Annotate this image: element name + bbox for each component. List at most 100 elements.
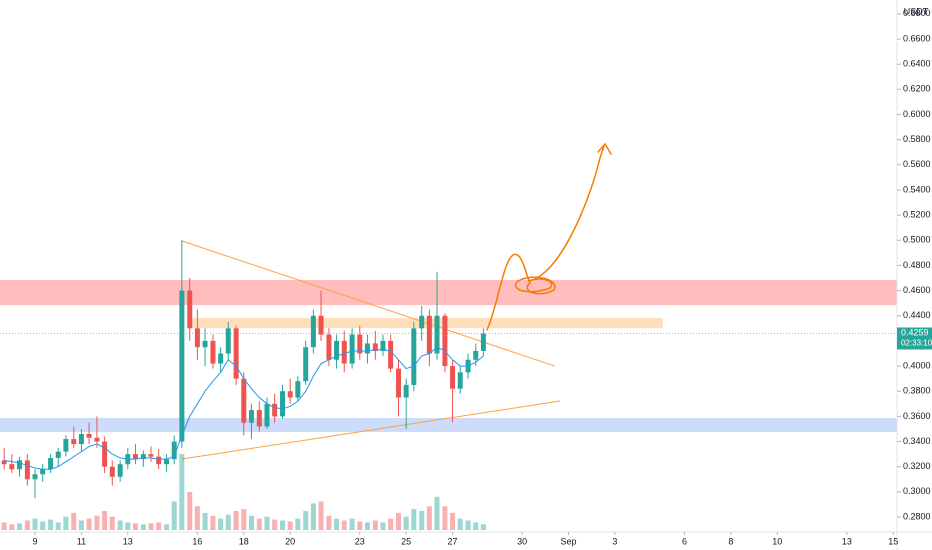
volume-bar [287,521,293,530]
volume-bar [349,518,355,530]
candle-body [280,391,286,417]
volume-bar [171,501,177,530]
volume-bar [40,521,46,530]
volume-bar [256,518,262,530]
y-tick-label: 0.3200 [903,461,931,471]
candle-body [71,439,77,445]
candle-body [55,451,61,458]
volume-bar [48,519,54,530]
volume-bar [380,522,386,530]
volume-bar [465,520,471,530]
x-tick-label: 13 [842,536,852,546]
candle-body [411,328,417,385]
candle-body [372,343,378,351]
candle-body [473,350,479,360]
volume-bar [318,501,324,530]
volume-bar [218,518,224,530]
price-zone [0,280,897,306]
volume-bar [86,518,92,530]
candle-body [48,457,54,470]
candle-body [264,403,270,427]
volume-bar [403,516,409,530]
candle-body [380,340,386,351]
volume-bar [202,512,208,530]
volume-bar [310,503,316,530]
volume-bar [1,522,7,530]
volume-bar [480,524,486,530]
y-tick-label: 0.5200 [903,209,931,219]
candle-body [419,315,425,329]
x-tick-label: 30 [517,536,527,546]
candle-body [241,378,247,423]
volume-bar [194,506,200,530]
y-tick-label: 0.5800 [903,134,931,144]
x-tick-label: 23 [355,536,365,546]
candle-body [403,384,409,398]
candle-body [334,340,340,360]
volume-bar [372,520,378,530]
candle-body [272,403,278,417]
trendline [182,400,561,460]
volume-bar [187,492,193,530]
candle-body [349,334,355,364]
volume-bar [233,511,239,530]
x-tick-label: 18 [239,536,249,546]
x-tick-label: 8 [728,536,733,546]
candle-body [396,368,402,398]
candle-body [364,343,370,354]
candle-body [256,410,262,427]
x-tick-label: 16 [192,536,202,546]
volume-bar [156,522,162,530]
candle-body [148,454,154,457]
volume-bar [442,506,448,530]
y-tick-label: 0.4800 [903,260,931,270]
y-tick-label: 0.3600 [903,411,931,421]
candle-body [218,353,224,364]
candle-body [480,333,486,351]
volume-bar [280,520,286,530]
candle-body [194,328,200,348]
volume-bar [450,512,456,530]
candle-body [225,328,231,354]
volume-bar [117,520,123,530]
y-tick-label: 0.6000 [903,109,931,119]
candle-body [24,460,30,480]
volume-bar [94,515,100,530]
candle-body [16,460,22,470]
candle-body [32,474,38,480]
y-tick-label: 0.6200 [903,84,931,94]
volume-bar [109,516,115,530]
y-tick-label: 0.4000 [903,360,931,370]
volume-bar [71,512,77,530]
volume-bar [102,511,108,530]
y-tick-label: 0.3000 [903,486,931,496]
x-tick-label: 10 [772,536,782,546]
candle-body [117,464,123,477]
y-tick-label: 0.3400 [903,436,931,446]
drawings [0,240,897,460]
candle-body [109,466,115,477]
volume-bar [55,522,61,530]
candle-body [295,381,301,398]
candle-body [287,391,293,398]
volume-bar [210,515,216,530]
volume-bar [32,518,38,530]
candle-body [171,441,177,460]
candle-body [179,290,185,442]
currency-label: USDT [904,6,929,16]
volume-bar [396,512,402,530]
candle-body [63,439,69,452]
candle-body [426,315,432,354]
candle-body [457,372,463,389]
volume-bar [457,518,463,530]
volume-bar [248,515,254,530]
volume-bar [434,496,440,530]
candle-body [40,469,46,475]
y-tick-label: 0.4600 [903,285,931,295]
candle-body [310,315,316,348]
candle-body [187,290,193,329]
candle-body [233,328,239,379]
volume-bar [326,515,332,530]
x-tick-label: Sep [561,536,577,546]
volume-bar [125,522,131,530]
